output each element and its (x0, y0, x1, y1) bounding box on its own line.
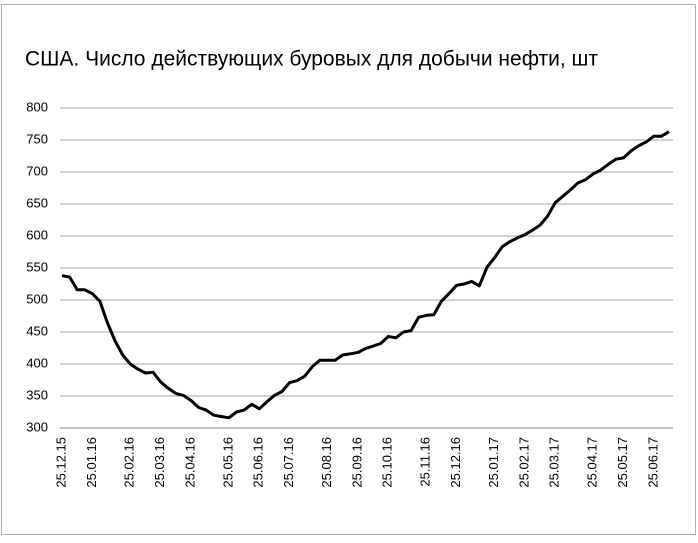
x-tick-label: 25.07.16 (281, 437, 296, 488)
y-tick-label: 750 (26, 131, 48, 146)
chart-frame (1, 4, 696, 535)
y-tick-label: 600 (26, 227, 48, 242)
x-tick-label: 25.08.16 (319, 437, 334, 488)
x-tick-label: 25.02.17 (516, 437, 531, 488)
x-tick-label: 25.11.16 (418, 437, 433, 487)
x-tick-label: 25.12.15 (53, 437, 68, 488)
x-tick-label: 25.05.16 (220, 437, 235, 488)
y-tick-label: 550 (26, 259, 48, 274)
y-tick-label: 650 (26, 195, 48, 210)
y-tick-label: 800 (26, 99, 48, 114)
y-tick-label: 300 (26, 419, 48, 434)
x-tick-label: 25.06.16 (251, 437, 266, 488)
x-tick-label: 25.01.16 (84, 437, 99, 488)
y-tick-label: 700 (26, 163, 48, 178)
x-tick-label: 25.03.16 (152, 437, 167, 488)
x-tick-label: 25.03.17 (547, 437, 562, 488)
x-tick-label: 25.04.17 (585, 437, 600, 488)
x-tick-label: 25.12.16 (448, 437, 463, 488)
y-tick-label: 400 (26, 355, 48, 370)
x-tick-label: 25.01.17 (486, 437, 501, 488)
x-tick-label: 25.09.16 (349, 437, 364, 488)
data-line (61, 130, 670, 420)
y-tick-label: 450 (26, 323, 48, 338)
y-tick-label: 350 (26, 387, 48, 402)
y-tick-label: 500 (26, 291, 48, 306)
x-tick-label: 25.02.16 (122, 437, 137, 488)
x-tick-label: 25.10.16 (380, 437, 395, 488)
x-tick-label: 25.06.17 (645, 437, 660, 488)
chart-title: США. Число действующих буровых для добыч… (25, 48, 598, 71)
x-tick-label: 25.05.17 (615, 437, 630, 488)
x-tick-label: 25.04.16 (182, 437, 197, 488)
